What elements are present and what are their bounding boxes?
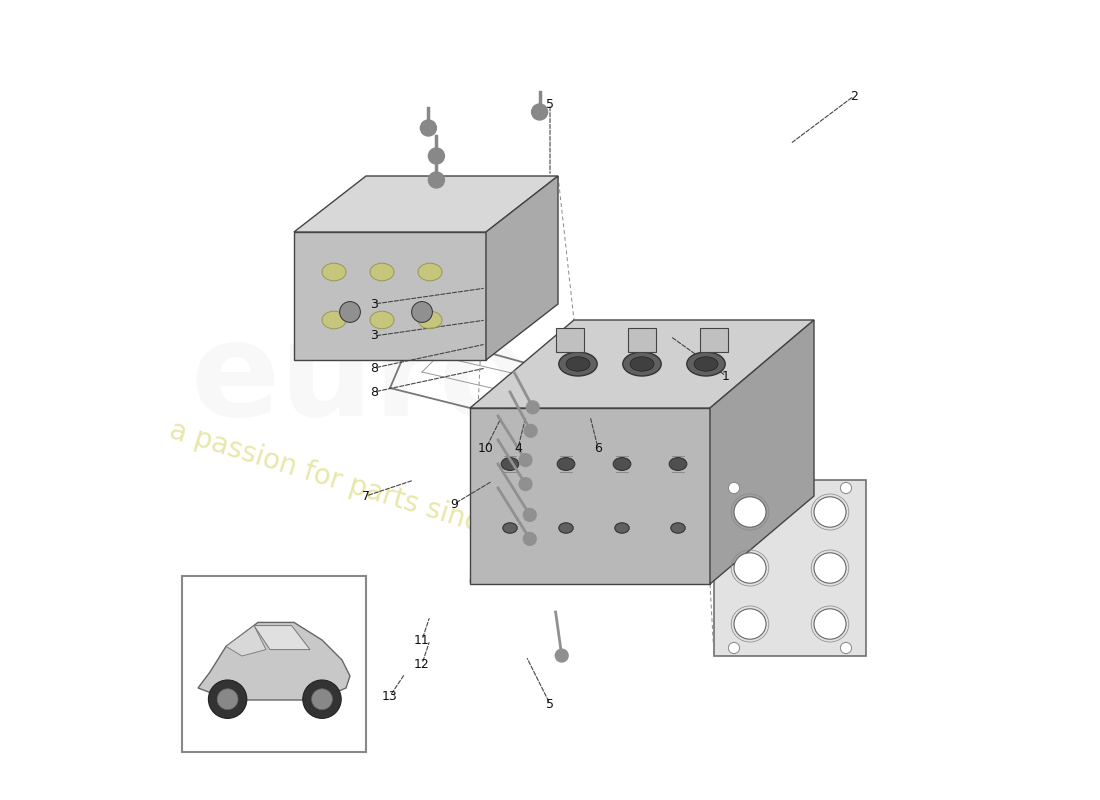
Ellipse shape [370,263,394,281]
Polygon shape [294,232,486,360]
Text: 7: 7 [362,490,370,502]
Ellipse shape [694,357,718,371]
Circle shape [428,148,444,164]
Polygon shape [710,320,814,584]
Ellipse shape [623,352,661,376]
Circle shape [519,478,532,490]
Circle shape [728,482,739,494]
Ellipse shape [734,609,766,639]
Ellipse shape [669,458,686,470]
Polygon shape [714,480,866,656]
Circle shape [302,680,341,718]
Circle shape [531,104,548,120]
Ellipse shape [559,352,597,376]
Polygon shape [470,320,814,408]
Ellipse shape [814,609,846,639]
Ellipse shape [322,263,346,281]
Text: 11: 11 [414,634,430,646]
Text: 8: 8 [370,362,378,374]
Bar [700,328,728,352]
Ellipse shape [559,523,573,534]
Ellipse shape [734,497,766,527]
Text: 1: 1 [722,370,730,382]
Polygon shape [294,176,558,232]
Ellipse shape [814,553,846,583]
Text: 6: 6 [594,442,602,454]
Ellipse shape [671,523,685,534]
Circle shape [420,120,437,136]
Circle shape [556,649,568,662]
Polygon shape [254,626,310,650]
Text: 4: 4 [514,442,521,454]
Polygon shape [486,176,558,360]
Circle shape [208,680,246,718]
Text: a passion for parts since 1985: a passion for parts since 1985 [166,417,575,566]
Ellipse shape [558,458,575,470]
Ellipse shape [502,458,519,470]
Text: 3: 3 [370,330,378,342]
Circle shape [525,425,537,438]
Text: 10: 10 [478,442,494,454]
Ellipse shape [615,523,629,534]
Ellipse shape [370,311,394,329]
Text: 2: 2 [850,90,858,102]
Ellipse shape [630,357,654,371]
Ellipse shape [734,553,766,583]
Text: europ: europ [190,316,624,443]
Circle shape [519,454,532,466]
Circle shape [527,401,539,414]
Polygon shape [470,408,710,584]
Ellipse shape [613,458,630,470]
Circle shape [411,302,432,322]
Circle shape [340,302,361,322]
Ellipse shape [322,311,346,329]
Polygon shape [226,626,266,656]
Circle shape [524,533,536,546]
Ellipse shape [686,352,725,376]
Ellipse shape [418,263,442,281]
Ellipse shape [814,497,846,527]
Circle shape [217,689,238,710]
Text: 9: 9 [450,498,458,510]
Bar [556,328,584,352]
Circle shape [728,642,739,654]
Bar [182,576,366,752]
Text: 5: 5 [546,98,554,110]
Text: 13: 13 [382,690,398,702]
Ellipse shape [503,523,517,534]
Text: 12: 12 [414,658,430,670]
Circle shape [840,482,851,494]
Bar [628,328,657,352]
Circle shape [840,642,851,654]
Text: 8: 8 [370,386,378,398]
Circle shape [428,172,444,188]
Text: 3: 3 [370,298,378,310]
Circle shape [311,689,332,710]
Polygon shape [198,622,350,700]
Ellipse shape [566,357,590,371]
Text: 5: 5 [546,698,554,710]
Ellipse shape [418,311,442,329]
Circle shape [524,509,536,522]
